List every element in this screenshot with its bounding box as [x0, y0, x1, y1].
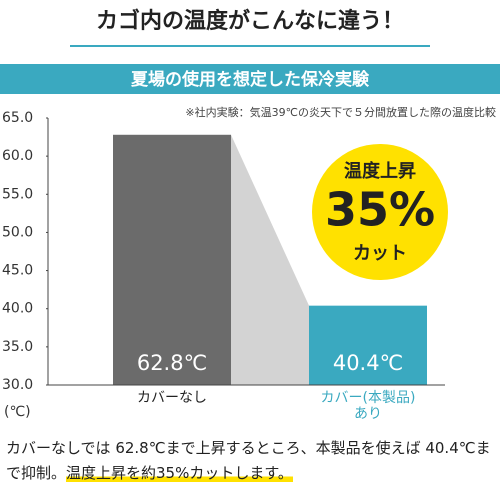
y-axis-label: (℃) [4, 404, 31, 420]
banner: 夏場の使用を想定した保冷実験 [131, 69, 370, 90]
x-tick-label: カバーなし [137, 390, 207, 406]
footer: カバーなしでは 62.8℃まで上昇するところ、本製品を使えば 40.4℃まで抑制… [6, 436, 496, 486]
badge [312, 144, 448, 280]
value-label: 62.8℃ [137, 351, 207, 375]
badge-text: カット [353, 243, 407, 264]
y-tick-label: 35.0 [2, 339, 33, 355]
y-tick-label: 45.0 [2, 263, 33, 279]
bar [113, 134, 231, 385]
banner-bg [0, 64, 500, 94]
y-tick-label: 50.0 [2, 224, 33, 240]
footer-text: カバーなしでは 62.8℃まで上昇するところ、本製品を使えば 40.4℃まで抑制… [6, 439, 491, 482]
note: ※社内実験：気温39℃の炎天下で５分間放置した際の温度比較 [185, 105, 496, 119]
y-tick-label: 65.0 [2, 110, 33, 126]
y-tick-label: 30.0 [2, 377, 33, 393]
x-tick-label: カバー(本製品) あり [320, 390, 416, 422]
y-tick-label: 60.0 [2, 148, 33, 164]
title: カゴ内の温度がこんなに違う！ [96, 8, 404, 34]
footer-highlight: 温度上昇を約35%カットします。 [66, 464, 293, 482]
badge-text: 温度上昇 [344, 160, 416, 182]
y-tick-label: 55.0 [2, 186, 33, 202]
bar [309, 305, 427, 385]
connector [231, 134, 309, 385]
value-label: 40.4℃ [333, 351, 403, 375]
y-tick-label: 40.0 [2, 301, 33, 317]
badge-text: 35% [325, 183, 435, 237]
